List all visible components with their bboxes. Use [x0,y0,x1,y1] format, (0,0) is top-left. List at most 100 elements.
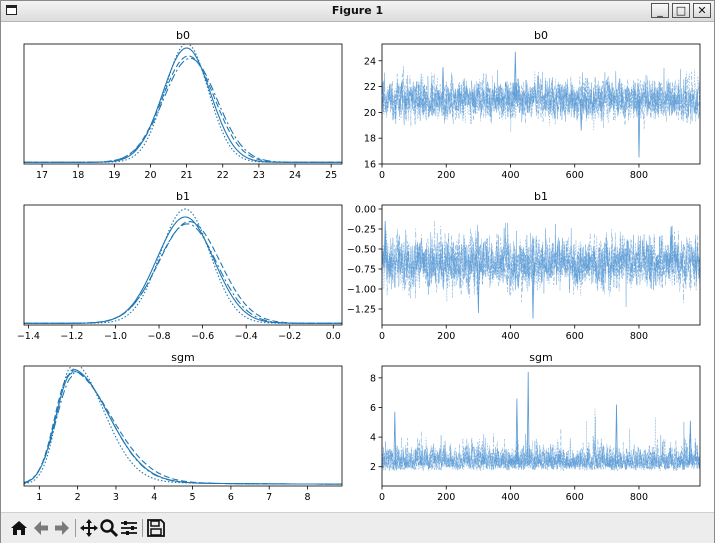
zoom-icon[interactable] [99,518,119,538]
sgm-density-title: sgm [171,351,194,364]
b0-density-xtick-label: 23 [253,170,265,181]
b0-trace-series [382,51,700,158]
save-icon[interactable] [146,518,166,538]
b1-density-series [24,208,342,324]
b1-trace-ytick-label: −0.50 [347,245,376,256]
b0-trace-ytick-label: 24 [364,56,376,67]
figure-canvas[interactable]: b0 17 18 19 20 21 22 23 24 25 b0 0 200 400 600 800 16 18 2… [1,22,714,512]
b1-density-xtick-label: 0.0 [326,331,341,342]
sgm-density-chain-3 [24,370,342,485]
navigation-toolbar [1,512,714,543]
back-arrow-icon[interactable] [31,518,51,538]
sgm-trace-xtick-label: 800 [630,492,648,503]
b1-trace-ytick-label: −1.00 [347,285,376,296]
b1-trace-xtick-label: 800 [630,331,648,342]
sgm-trace-ytick-label: 8 [370,373,376,384]
maximize-button[interactable]: □ [672,3,690,18]
b0-trace-xtick-label: 600 [566,170,584,181]
sgm-density-xtick-label: 1 [36,492,42,503]
b0-density-xtick-label: 24 [289,170,301,181]
sgm-trace-xtick-label: 400 [501,492,519,503]
close-button[interactable]: ✕ [693,3,711,18]
b1-density-chain-4 [24,208,342,324]
b1-trace-axes-frame [381,204,701,326]
b0-trace-ytick-label: 16 [364,160,376,171]
b0-density-title: b0 [176,29,190,42]
b1-density-xtick-label: −0.8 [148,331,171,342]
b0-trace-chain-4 [382,69,700,132]
sgm-trace-axes-frame [381,365,701,487]
configure-subplots-icon[interactable] [119,518,139,538]
pan-icon[interactable] [79,518,99,538]
b1-density-title: b1 [176,190,190,203]
b0-density-xtick-label: 21 [181,170,193,181]
sgm-density-xtick-label: 3 [113,492,119,503]
b1-trace-spike-1 [531,262,535,319]
b0-density-xtick-label: 25 [325,170,337,181]
b1-density-chain-1 [24,216,342,324]
b1-trace-xtick-label: 400 [501,331,519,342]
sgm-density-chain-1 [24,368,342,485]
sgm-density-series [24,366,342,485]
b1-density-chain-2 [24,221,342,324]
b0-trace-ytick-label: 20 [364,108,376,119]
sgm-trace-series [382,371,700,472]
b0-trace-ytick-label: 22 [364,82,376,93]
b0-trace-spike-4 [579,99,583,131]
window-title: Figure 1 [331,4,384,17]
sgm-trace-ytick-label: 4 [370,433,376,444]
b1-density-xtick-label: −0.2 [278,331,301,342]
b1-density-xtick-label: −1.0 [104,331,127,342]
b0-density-xtick-label: 22 [217,170,229,181]
b0-trace-xtick-label: 400 [501,170,519,181]
b1-density-xtick-label: −1.4 [17,331,40,342]
sgm-density-axes-frame [23,365,343,487]
b0-trace-panel: b0 0 200 400 600 800 16 18 20 22 24 [364,29,701,181]
b1-density-panel: b1 −1.4 −1.2 −1.0 −0.8 −0.6 −0.4 −0.2 0.0 [17,190,343,342]
b0-density-xtick-label: 19 [108,170,120,181]
title-bar[interactable]: Figure 1 _ □ ✕ [1,1,714,22]
b0-density-panel: b0 17 18 19 20 21 22 23 24 25 [23,29,343,181]
sgm-density-xtick-label: 5 [190,492,196,503]
sgm-density-chain-4 [24,366,342,485]
b0-trace-title: b0 [534,29,548,42]
minimize-button[interactable]: _ [651,3,669,18]
sgm-trace-xtick-label: 600 [566,492,584,503]
b1-trace-panel: b1 0 200 400 600 800 −1.25 −1.00 −0.75 −0.50 −0.25… [347,190,701,342]
b1-trace-xtick-label: 600 [566,331,584,342]
b1-trace-chain-4 [382,231,700,302]
b0-trace-xtick-label: 800 [630,170,648,181]
sgm-trace-xtick-label: 200 [437,492,455,503]
sgm-trace-spike-4 [393,411,397,465]
sgm-trace-spike-3 [615,404,618,465]
b1-trace-spike-3 [669,226,673,263]
b1-density-xtick-label: −1.2 [60,331,83,342]
home-icon[interactable] [9,518,29,538]
b0-density-xtick-label: 18 [72,170,84,181]
b0-density-chain-4 [24,44,342,163]
b0-density-xtick-label: 17 [36,170,48,181]
b1-density-xtick-label: −0.4 [235,331,258,342]
b0-density-chain-2 [24,55,342,163]
b0-trace-ytick-label: 18 [364,134,376,145]
sgm-trace-chain-3 [382,433,700,471]
b0-trace-spike-1 [513,51,517,100]
sgm-trace-spike-5 [689,420,692,465]
sgm-density-xtick-label: 6 [228,492,234,503]
sgm-trace-panel: sgm 0 200 400 600 800 2 4 6 8 [370,351,701,503]
forward-arrow-icon[interactable] [52,518,72,538]
b0-trace-xtick-label: 0 [379,170,385,181]
sgm-density-xtick-label: 2 [75,492,81,503]
b1-trace-xtick-label: 200 [437,331,455,342]
sgm-density-xtick-label: 8 [304,492,310,503]
b0-density-series [24,44,342,163]
sgm-trace-spike-1 [526,371,530,465]
b1-trace-spike-4 [477,262,480,314]
b1-density-chain-3 [24,223,342,324]
b1-density-axes-frame [23,204,343,326]
toolbar-separator [142,519,143,537]
sgm-density-xtick-label: 7 [266,492,272,503]
sgm-trace-title: sgm [529,351,552,364]
